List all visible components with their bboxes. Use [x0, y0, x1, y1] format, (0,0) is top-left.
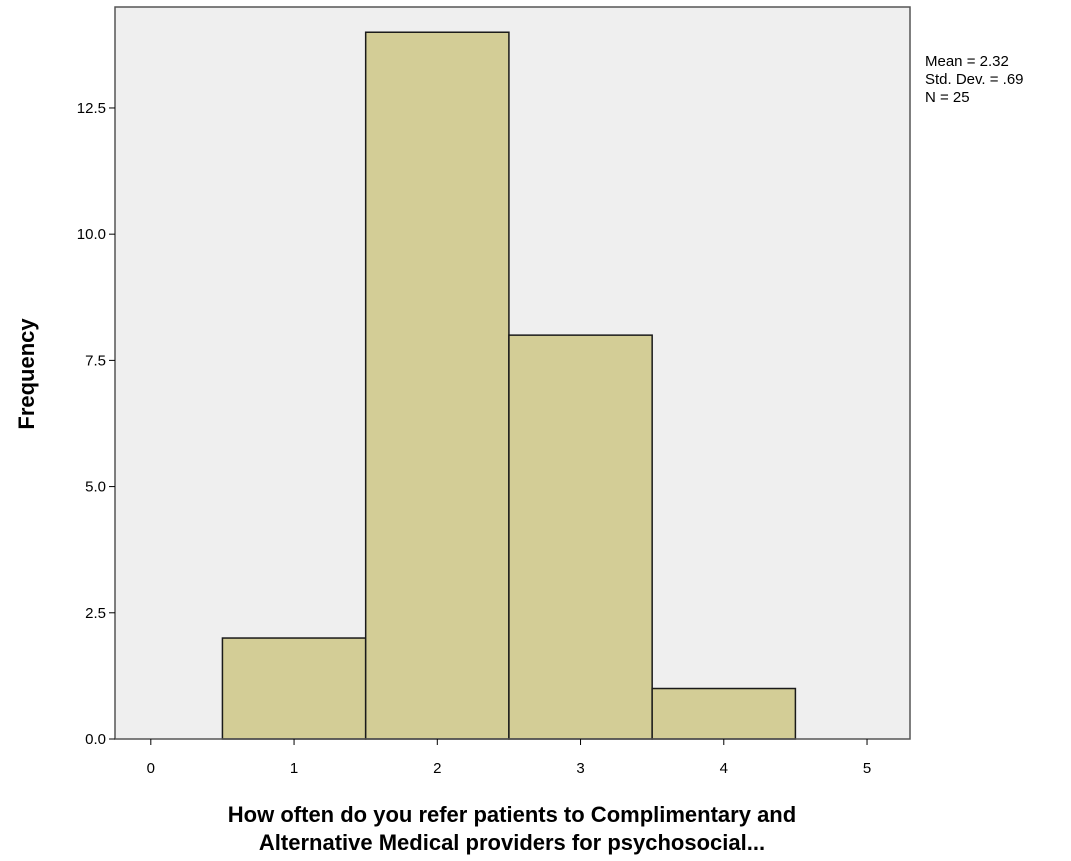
y-tick-label: 7.5: [85, 352, 106, 369]
x-axis: 0 1 2 3 4 5: [147, 739, 871, 777]
y-tick-label: 0.0: [85, 731, 106, 748]
histogram-bars: [221, 31, 797, 740]
x-tick-label: 5: [863, 760, 871, 777]
histogram-bar-4: [651, 687, 797, 740]
x-axis-title-line-1: How often do you refer patients to Compl…: [228, 802, 796, 827]
x-tick-label: 3: [576, 760, 584, 777]
y-tick-label: 12.5: [77, 100, 106, 117]
y-axis-title: Frequency: [14, 318, 39, 430]
x-tick-label: 4: [720, 760, 728, 777]
histogram-bar-3: [508, 334, 653, 740]
stats-std-dev: Std. Dev. = .69: [925, 71, 1024, 88]
x-tick-label: 1: [290, 760, 298, 777]
stats-n: N = 25: [925, 89, 970, 106]
x-tick-label: 0: [147, 760, 155, 777]
y-tick-label: 10.0: [77, 226, 106, 243]
plot-frame: [114, 6, 911, 740]
histogram-bar-2: [364, 31, 510, 740]
stats-legend: Mean = 2.32 Std. Dev. = .69 N = 25: [925, 53, 1024, 106]
stats-mean: Mean = 2.32: [925, 53, 1009, 70]
y-axis: 0.0 2.5 5.0 7.5 10.0 12.5: [77, 100, 115, 748]
y-tick-label: 2.5: [85, 605, 106, 622]
x-tick-label: 2: [433, 760, 441, 777]
x-axis-title-line-2: Alternative Medical providers for psycho…: [259, 830, 765, 855]
y-tick-label: 5.0: [85, 479, 106, 496]
histogram-bar-1: [221, 637, 367, 740]
